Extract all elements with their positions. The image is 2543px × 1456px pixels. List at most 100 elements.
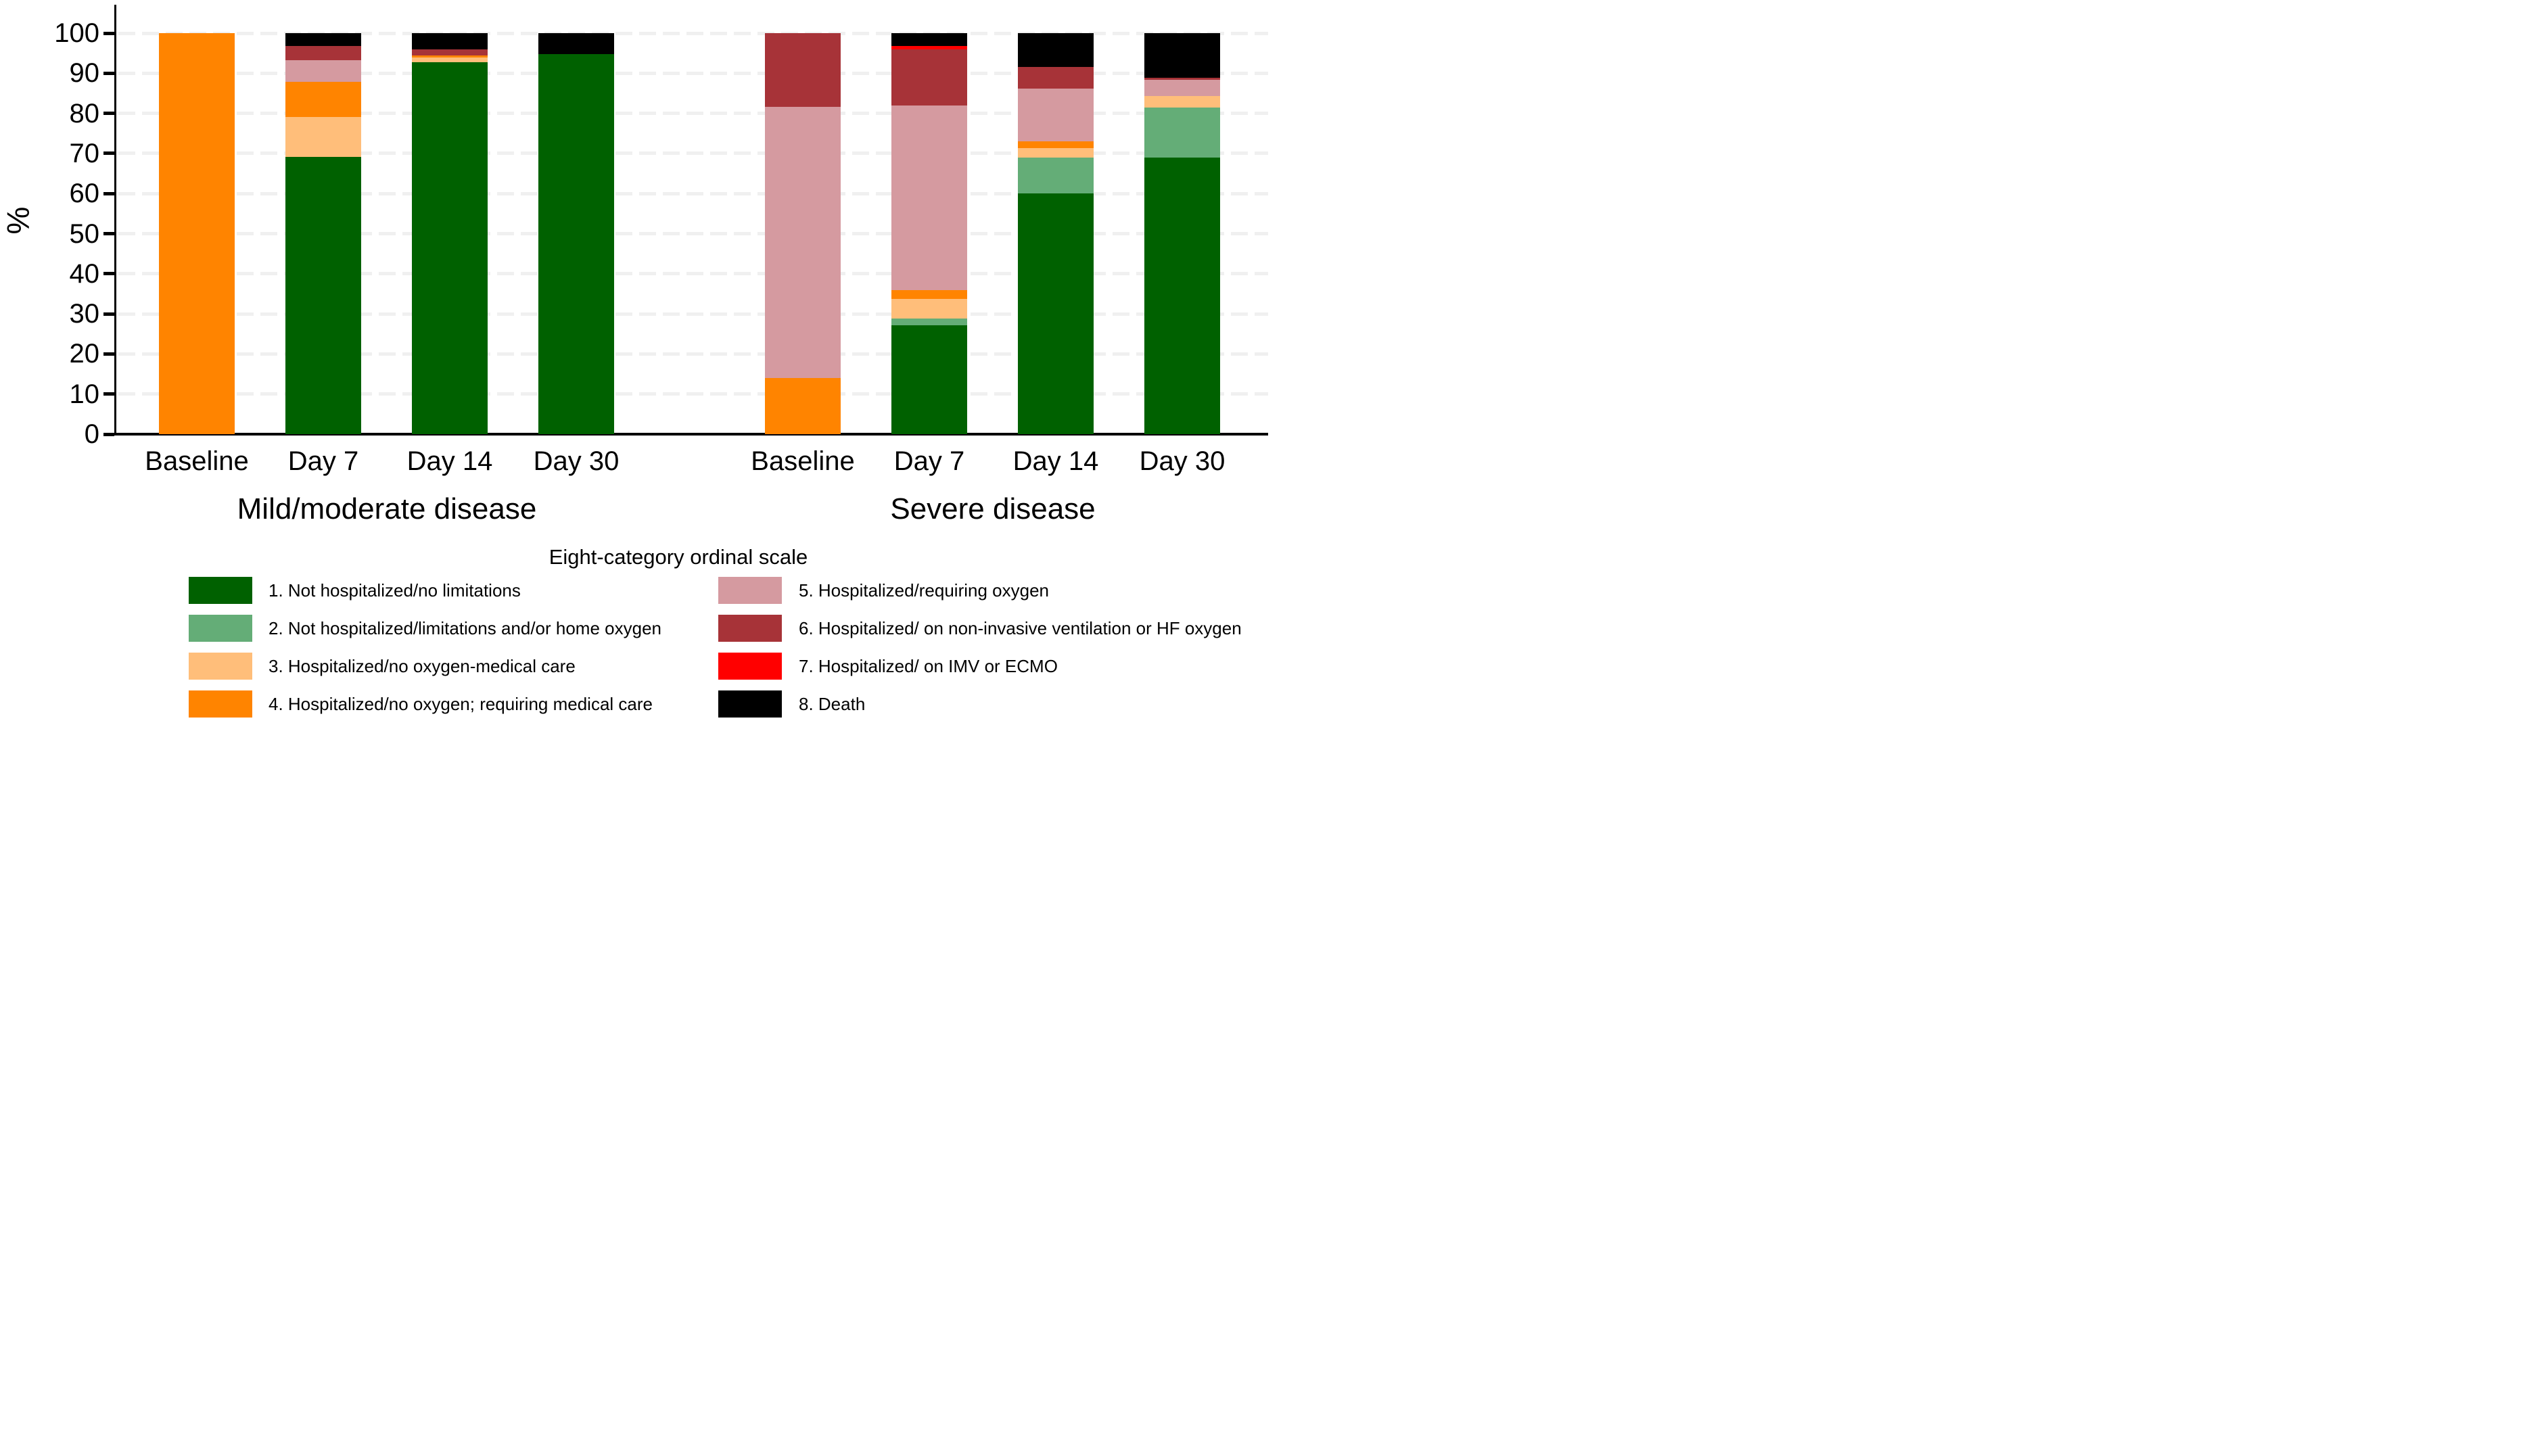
- y-tick-40: [103, 272, 114, 276]
- segment-severe-day-7-cat3: [891, 298, 967, 319]
- y-tick-20: [103, 352, 114, 356]
- segment-severe-day-14-cat5: [1018, 89, 1094, 142]
- gridline-50: [118, 232, 1268, 235]
- y-tick-label-40: 40: [69, 258, 100, 289]
- segment-severe-day-7-cat7: [891, 45, 967, 49]
- segment-severe-day-30-cat8: [1144, 33, 1220, 78]
- bar-severe-baseline: [765, 33, 841, 434]
- legend-label-cat2: 2. Not hospitalized/limitations and/or h…: [269, 617, 661, 638]
- segment-severe-day-30-cat6: [1144, 78, 1220, 80]
- x-tick-label-mild_moderate-day-14: Day 14: [406, 446, 493, 476]
- segment-mild_moderate-baseline-cat4: [159, 33, 235, 434]
- legend-label-cat5: 5. Hospitalized/requiring oxygen: [799, 580, 1049, 601]
- segment-severe-day-14-cat2: [1018, 157, 1094, 193]
- legend-swatch-cat5: [718, 577, 782, 604]
- gridline-30: [118, 312, 1268, 316]
- bar-mild_moderate-baseline: [159, 33, 235, 434]
- x-axis-line: [114, 433, 1268, 436]
- gridline-60: [118, 191, 1268, 195]
- group-label-severe: Severe disease: [890, 492, 1096, 525]
- segment-severe-day-7-cat8: [891, 33, 967, 46]
- x-tick-label-severe-baseline: Baseline: [751, 446, 855, 476]
- y-tick-label-100: 100: [54, 18, 99, 48]
- segment-severe-day-7-cat4: [891, 290, 967, 299]
- segment-severe-day-14-cat4: [1018, 141, 1094, 148]
- legend-swatch-cat2: [189, 615, 252, 642]
- legend-label-cat1: 1. Not hospitalized/no limitations: [269, 580, 521, 601]
- bar-severe-day-7: [891, 33, 967, 434]
- legend-swatch-cat7: [718, 653, 782, 680]
- segment-mild_moderate-day-14-cat6: [412, 49, 488, 55]
- segment-severe-day-7-cat5: [891, 105, 967, 291]
- y-tick-label-20: 20: [69, 339, 100, 369]
- y-tick-label-0: 0: [84, 419, 99, 449]
- legend-label-cat4: 4. Hospitalized/no oxygen; requiring med…: [269, 693, 653, 714]
- segment-mild_moderate-day-7-cat5: [285, 60, 361, 82]
- gridline-100: [118, 31, 1268, 35]
- gridline-40: [118, 272, 1268, 276]
- stacked-bar-chart-figure: % 0 10 20 30 40 50 60 70 80 90 100 Baseline Day 7 Da…: [0, 0, 1272, 728]
- segment-severe-baseline-cat5: [765, 106, 841, 378]
- bar-mild_moderate-day-14: [412, 33, 488, 434]
- segment-severe-day-30-cat3: [1144, 96, 1220, 108]
- segment-mild_moderate-day-7-cat6: [285, 45, 361, 60]
- legend-label-cat3: 3. Hospitalized/no oxygen-medical care: [269, 655, 576, 676]
- y-tick-60: [103, 191, 114, 195]
- legend-label-cat8: 8. Death: [799, 693, 866, 714]
- y-tick-100: [103, 31, 114, 35]
- bar-mild_moderate-day-7: [285, 33, 361, 434]
- y-tick-90: [103, 71, 114, 75]
- y-tick-label-90: 90: [69, 58, 100, 89]
- segment-severe-day-7-cat6: [891, 49, 967, 106]
- segment-severe-day-14-cat6: [1018, 67, 1094, 89]
- y-tick-30: [103, 312, 114, 316]
- x-tick-label-mild_moderate-day-30: Day 30: [533, 446, 620, 476]
- x-tick-label-severe-day-30: Day 30: [1139, 446, 1226, 476]
- gridline-70: [118, 151, 1268, 156]
- legend-label-cat7: 7. Hospitalized/ on IMV or ECMO: [799, 655, 1058, 676]
- x-tick-label-severe-day-14: Day 14: [1012, 446, 1099, 476]
- segment-severe-day-7-cat1: [891, 325, 967, 434]
- segment-severe-baseline-cat4: [765, 377, 841, 434]
- gridline-10: [118, 392, 1268, 396]
- legend-title: Eight-category ordinal scale: [549, 545, 808, 569]
- y-tick-label-30: 30: [69, 299, 100, 329]
- segment-mild_moderate-day-7-cat8: [285, 33, 361, 46]
- segment-mild_moderate-day-14-cat3: [412, 57, 488, 63]
- segment-severe-day-7-cat2: [891, 318, 967, 325]
- gridline-20: [118, 352, 1268, 356]
- segment-severe-day-30-cat1: [1144, 158, 1220, 434]
- segment-severe-baseline-cat6: [765, 33, 841, 107]
- segment-mild_moderate-day-14-cat4: [412, 55, 488, 58]
- gridline-80: [118, 112, 1268, 116]
- legend-swatch-cat3: [189, 653, 252, 680]
- segment-mild_moderate-day-7-cat4: [285, 81, 361, 117]
- legend-swatch-cat1: [189, 577, 252, 604]
- x-tick-label-mild_moderate-day-7: Day 7: [287, 446, 359, 476]
- y-tick-70: [103, 151, 114, 156]
- y-tick-label-80: 80: [69, 98, 100, 128]
- legend-swatch-cat6: [718, 615, 782, 642]
- legend-swatch-cat4: [189, 690, 252, 718]
- y-tick-10: [103, 392, 114, 396]
- y-tick-label-70: 70: [69, 138, 100, 168]
- segment-mild_moderate-day-30-cat1: [538, 54, 614, 434]
- segment-mild_moderate-day-7-cat1: [285, 156, 361, 434]
- gridline-90: [118, 71, 1268, 75]
- segment-severe-day-14-cat3: [1018, 147, 1094, 158]
- segment-severe-day-30-cat2: [1144, 108, 1220, 158]
- y-tick-label-50: 50: [69, 218, 100, 249]
- y-tick-label-60: 60: [69, 179, 100, 209]
- segment-mild_moderate-day-14-cat1: [412, 62, 488, 434]
- y-axis-line: [114, 5, 116, 436]
- y-tick-80: [103, 112, 114, 116]
- bar-severe-day-30: [1144, 33, 1220, 434]
- legend-swatch-cat8: [718, 690, 782, 718]
- legend-label-cat6: 6. Hospitalized/ on non-invasive ventila…: [799, 617, 1242, 638]
- x-tick-label-severe-day-7: Day 7: [893, 446, 965, 476]
- segment-mild_moderate-day-7-cat3: [285, 116, 361, 157]
- bar-severe-day-14: [1018, 33, 1094, 434]
- bar-mild_moderate-day-30: [538, 33, 614, 434]
- group-label-mild_moderate: Mild/moderate disease: [237, 492, 537, 525]
- x-tick-label-mild_moderate-baseline: Baseline: [145, 446, 249, 476]
